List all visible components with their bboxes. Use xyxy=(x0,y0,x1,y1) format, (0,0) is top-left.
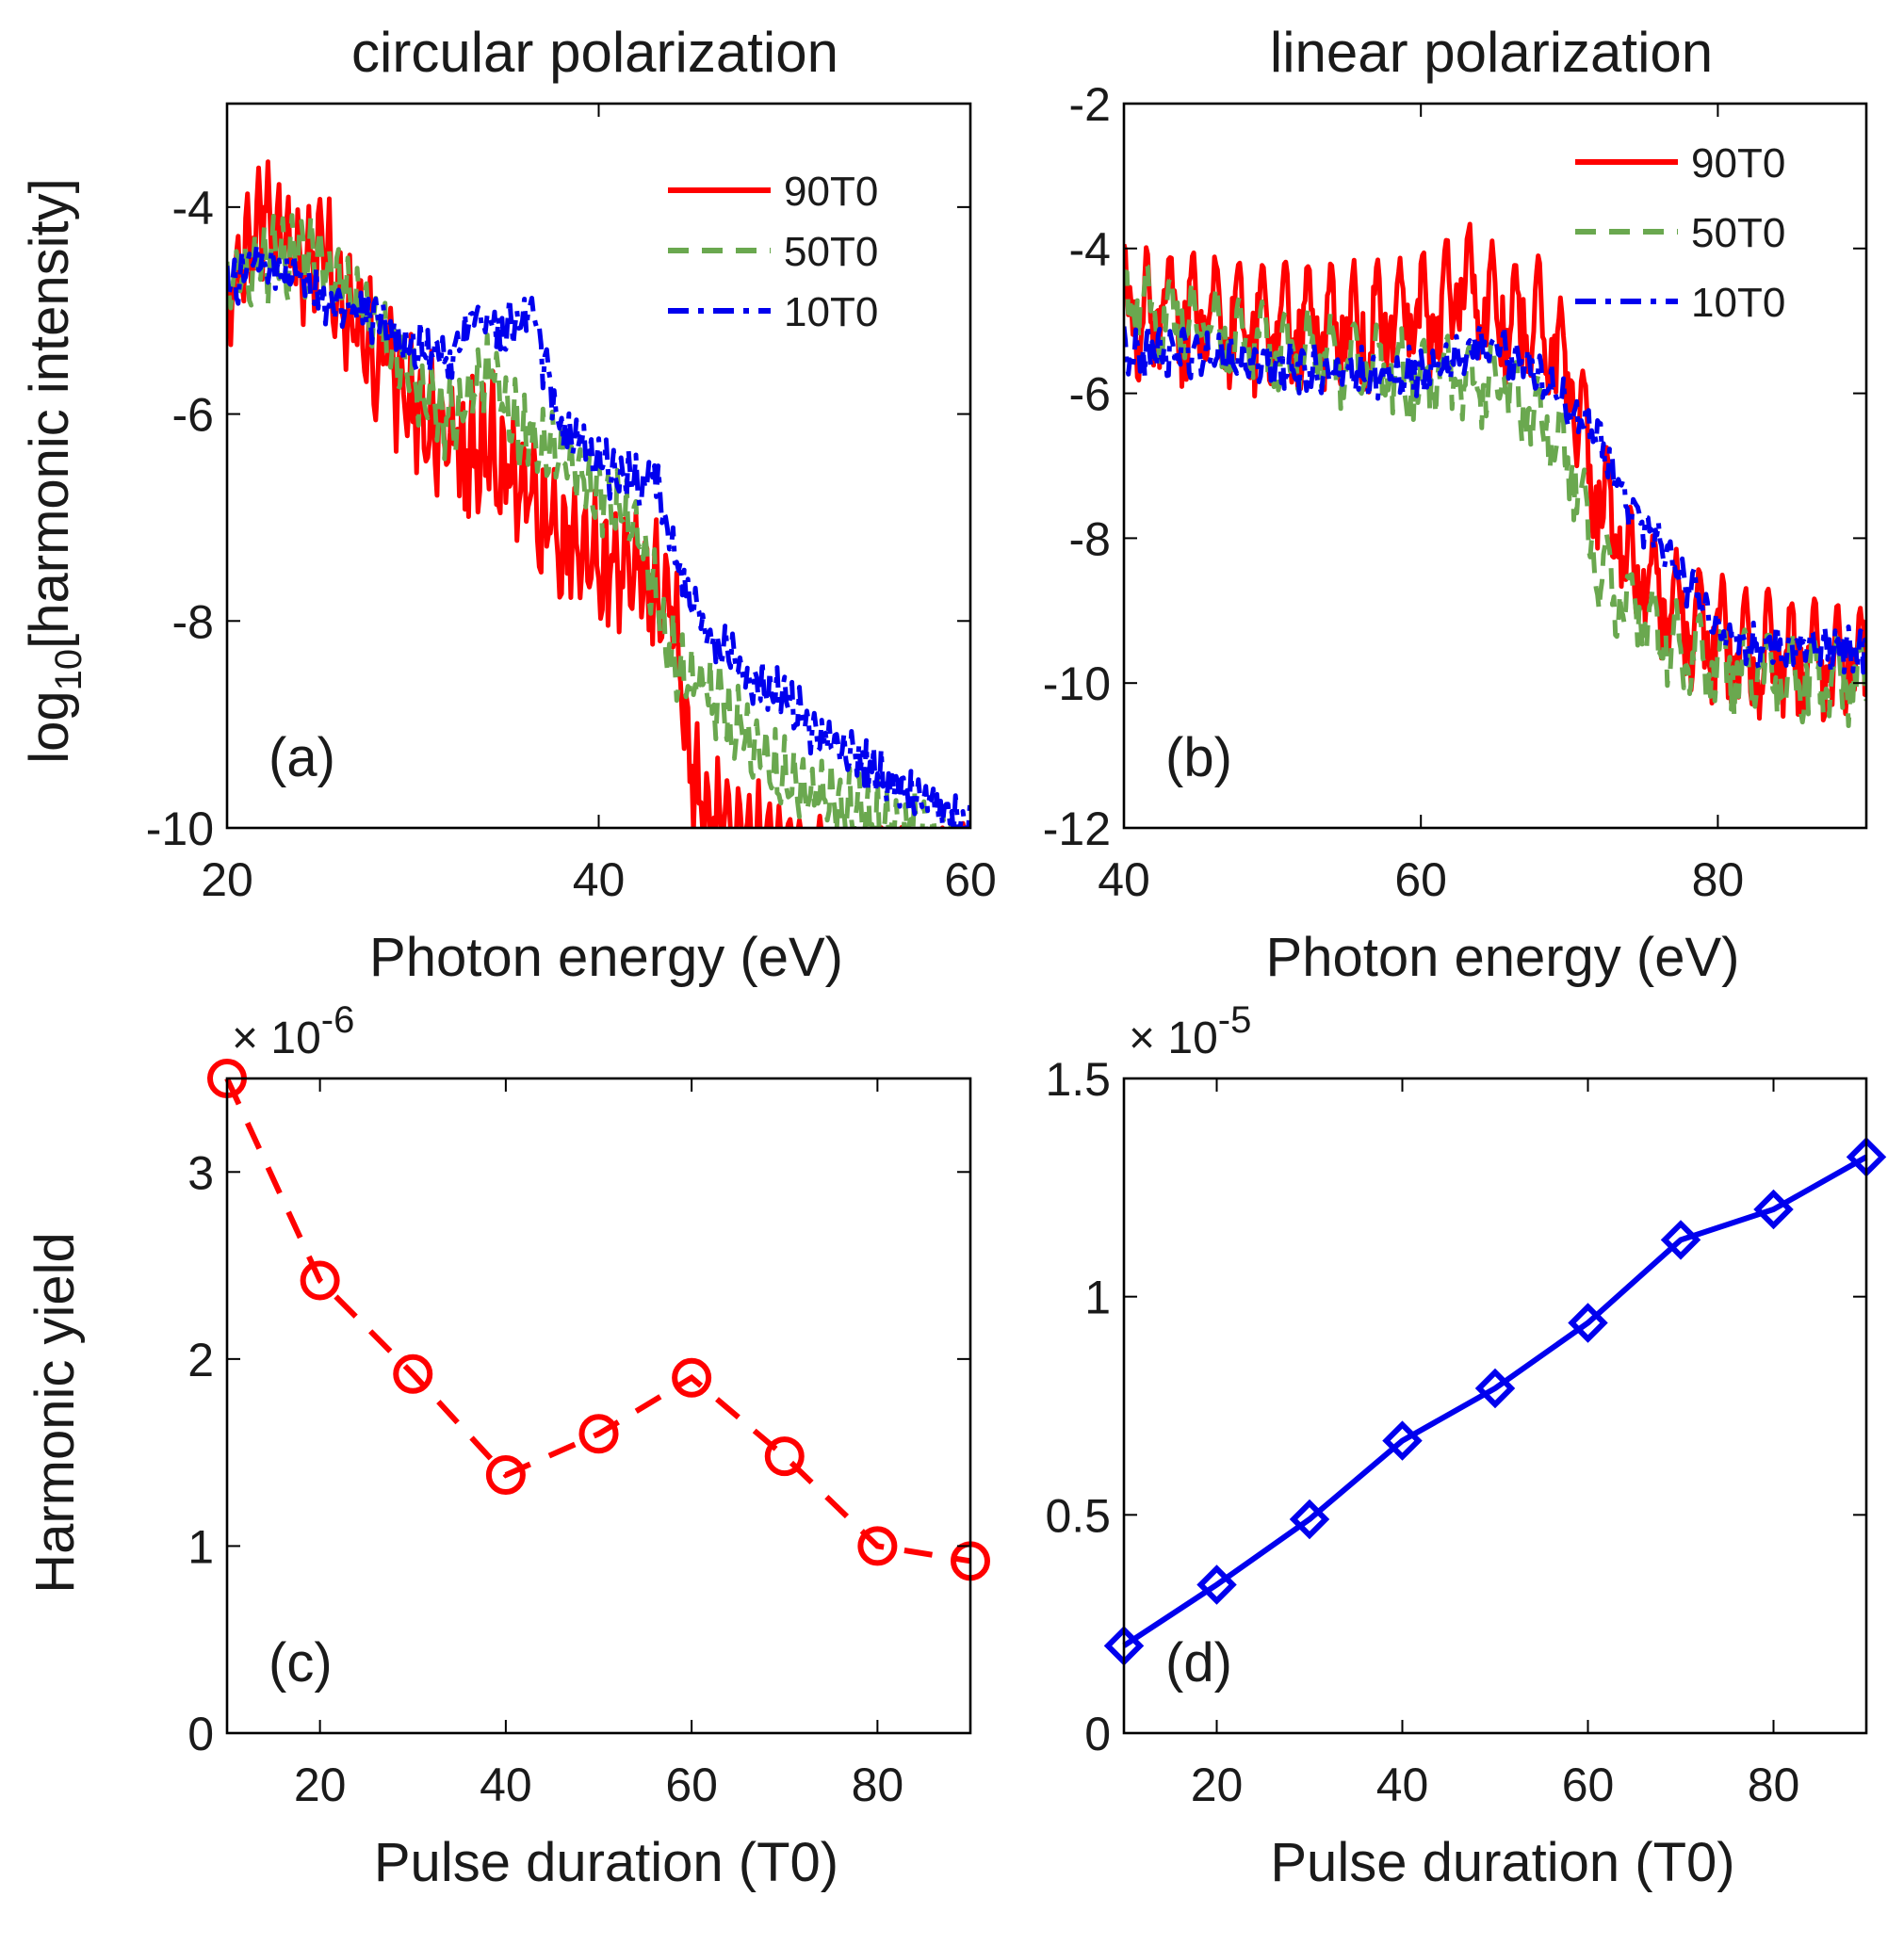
data-point xyxy=(1196,1564,1237,1605)
y-tick-label: 1 xyxy=(1084,1272,1111,1324)
plot-area-b xyxy=(1124,221,1866,728)
data-point xyxy=(1660,1220,1701,1260)
panel-d: 20 40 60 80 0 0.5 1 1.5 Pulse duration (T0) (d) × … xyxy=(1045,999,1887,1893)
x-tick-label: 20 xyxy=(294,1759,347,1811)
panel-label: (c) xyxy=(269,1632,333,1694)
legend-entry: 50T0 xyxy=(784,229,878,275)
series-line-10T0 xyxy=(227,242,970,828)
x-axis-label: Pulse duration (T0) xyxy=(374,1832,838,1893)
axes-frame-b xyxy=(1122,102,1868,830)
y-tick-label: -12 xyxy=(1043,802,1111,855)
panel-title: linear polarization xyxy=(1270,21,1713,84)
data-point xyxy=(578,1414,619,1454)
data-point xyxy=(485,1454,526,1495)
data-point xyxy=(857,1526,898,1566)
data-point xyxy=(393,1353,433,1394)
plot-area-d xyxy=(1103,1137,1887,1666)
y-tick-label: -10 xyxy=(1043,657,1111,710)
y-tick-label: 1 xyxy=(187,1520,214,1573)
x-axis-label: Photon energy (eV) xyxy=(1266,927,1740,988)
axes-frame-d xyxy=(1122,1077,1868,1735)
x-tick-label: 80 xyxy=(1692,853,1745,906)
y-tick-label: 2 xyxy=(187,1334,214,1386)
x-tick-label: 60 xyxy=(944,853,997,906)
panel-c: 20 40 60 80 0 1 2 3 Pulse duration (T0) (c) × 10-6 xyxy=(187,999,990,1893)
series-line-50T0 xyxy=(1124,262,1866,728)
panel-title: circular polarization xyxy=(351,21,838,84)
x-tick-label: 80 xyxy=(852,1759,904,1811)
y-tick-label: 0 xyxy=(1084,1708,1111,1760)
y-axis-label-a: log10[harmonic intensity] xyxy=(19,178,90,764)
data-point xyxy=(1568,1303,1608,1343)
series-line-10T0 xyxy=(1124,322,1866,675)
y-tick-label: -8 xyxy=(1069,512,1111,565)
legend-b: 90T0 50T0 10T0 xyxy=(1575,140,1785,326)
plot-area-a xyxy=(227,159,970,828)
series-line-circular xyxy=(224,1077,971,1564)
y-tick-label: 3 xyxy=(187,1146,214,1199)
plot-area-c xyxy=(207,1059,990,1581)
panel-label: (b) xyxy=(1165,727,1232,788)
y-tick-label: -10 xyxy=(146,802,214,855)
axis-exponent: × 10-6 xyxy=(232,999,354,1063)
x-tick-label: 40 xyxy=(573,853,626,906)
y-tick-label: -6 xyxy=(1069,368,1111,421)
legend-entry: 90T0 xyxy=(1691,140,1785,186)
axes-frame-c xyxy=(225,1077,972,1735)
x-axis-label: Pulse duration (T0) xyxy=(1270,1832,1734,1893)
x-tick-label: 40 xyxy=(1376,1759,1429,1811)
x-tick-label: 60 xyxy=(1394,853,1447,906)
y-tick-label: -8 xyxy=(172,595,214,648)
x-tick-label: 40 xyxy=(480,1759,532,1811)
y-tick-label: -2 xyxy=(1069,78,1111,131)
x-tick-label: 60 xyxy=(665,1759,718,1811)
data-point xyxy=(764,1436,805,1477)
data-point xyxy=(300,1260,340,1301)
series-line-linear xyxy=(1122,1154,1868,1648)
panel-label: (d) xyxy=(1165,1632,1232,1694)
x-tick-label: 60 xyxy=(1562,1759,1615,1811)
panel-b: 40 60 80 -12 -10 -8 -6 -4 -2 Photon energy (eV) li… xyxy=(1043,21,1868,988)
panel-label: (a) xyxy=(269,727,335,788)
data-point xyxy=(672,1357,712,1398)
y-tick-label: -4 xyxy=(172,182,214,235)
panel-a: 20 40 60 -10 -8 -6 -4 Photon energy (eV) circula… xyxy=(146,21,997,988)
legend-entry: 10T0 xyxy=(784,289,878,335)
y-axis-label-c: Harmonic yield xyxy=(24,1232,86,1594)
y-tick-label: 1.5 xyxy=(1045,1053,1111,1106)
axis-exponent: × 10-5 xyxy=(1129,999,1251,1063)
legend-a: 90T0 50T0 10T0 xyxy=(668,169,878,335)
legend-entry: 50T0 xyxy=(1691,210,1785,256)
y-tick-label: -6 xyxy=(172,389,214,442)
data-point xyxy=(1289,1499,1330,1540)
data-point xyxy=(1474,1368,1516,1409)
data-point xyxy=(1753,1189,1794,1230)
y-tick-label: -4 xyxy=(1069,223,1111,276)
x-axis-label: Photon energy (eV) xyxy=(369,927,843,988)
x-tick-label: 20 xyxy=(201,853,253,906)
x-tick-label: 20 xyxy=(1191,1759,1244,1811)
y-tick-label: 0 xyxy=(187,1708,214,1760)
legend-entry: 10T0 xyxy=(1691,280,1785,326)
x-tick-label: 80 xyxy=(1748,1759,1800,1811)
data-point xyxy=(1382,1420,1423,1461)
x-tick-label: 40 xyxy=(1098,853,1150,906)
y-tick-label: 0.5 xyxy=(1045,1489,1111,1542)
legend-entry: 90T0 xyxy=(784,169,878,215)
